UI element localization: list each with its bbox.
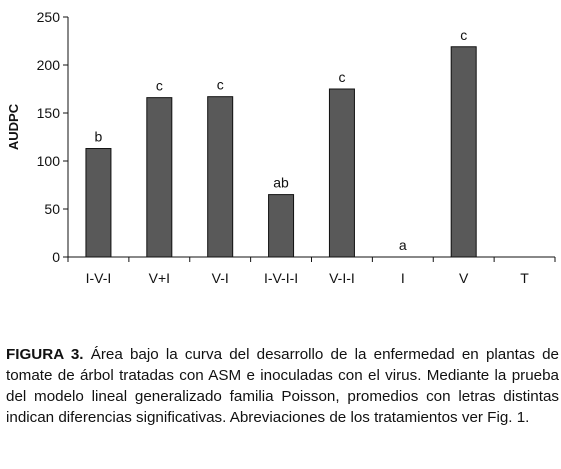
- bar-label: b: [95, 129, 103, 145]
- x-tick-label: V-I: [212, 270, 229, 286]
- y-axis: 0 50 100 150 200 250: [37, 9, 69, 265]
- x-tick-label: I-V-I-I: [264, 270, 298, 286]
- x-tick-label: V: [459, 270, 469, 286]
- bar: [207, 96, 234, 258]
- y-tick-label: 100: [37, 153, 61, 169]
- x-axis: I-V-I V+I V-I I-V-I-I V-I-I I V T: [67, 256, 556, 286]
- x-tick-label: T: [520, 270, 529, 286]
- figure-caption-text: Área bajo la curva del desarrollo de la …: [6, 346, 560, 426]
- bars: [85, 46, 477, 258]
- x-tick-label: V+I: [149, 270, 170, 286]
- figure-label: FIGURA 3.: [6, 346, 84, 363]
- bar-label: ab: [273, 175, 289, 191]
- y-axis-title: AUDPC: [6, 103, 21, 150]
- y-tick-label: 0: [52, 249, 60, 265]
- bar-label: c: [156, 78, 163, 94]
- bar: [146, 97, 173, 258]
- bar-label: c: [217, 77, 224, 93]
- figure-caption: FIGURA 3. Área bajo la curva del desarro…: [6, 344, 559, 428]
- x-tick-label: I-V-I: [86, 270, 112, 286]
- bar-label: c: [338, 69, 345, 85]
- bar-significance-labels: b c c ab c a c: [95, 27, 468, 253]
- bar: [328, 88, 355, 258]
- y-tick-label: 50: [44, 201, 60, 217]
- x-tick-label: I: [401, 270, 405, 286]
- y-tick-label: 250: [37, 9, 61, 25]
- y-tick-label: 150: [37, 105, 61, 121]
- x-tick-label: V-I-I: [329, 270, 355, 286]
- bar: [85, 148, 112, 258]
- bar-label: a: [399, 237, 407, 253]
- bar: [450, 46, 477, 258]
- y-tick-label: 200: [37, 57, 61, 73]
- bar-label: c: [460, 27, 467, 43]
- bar: [268, 194, 295, 258]
